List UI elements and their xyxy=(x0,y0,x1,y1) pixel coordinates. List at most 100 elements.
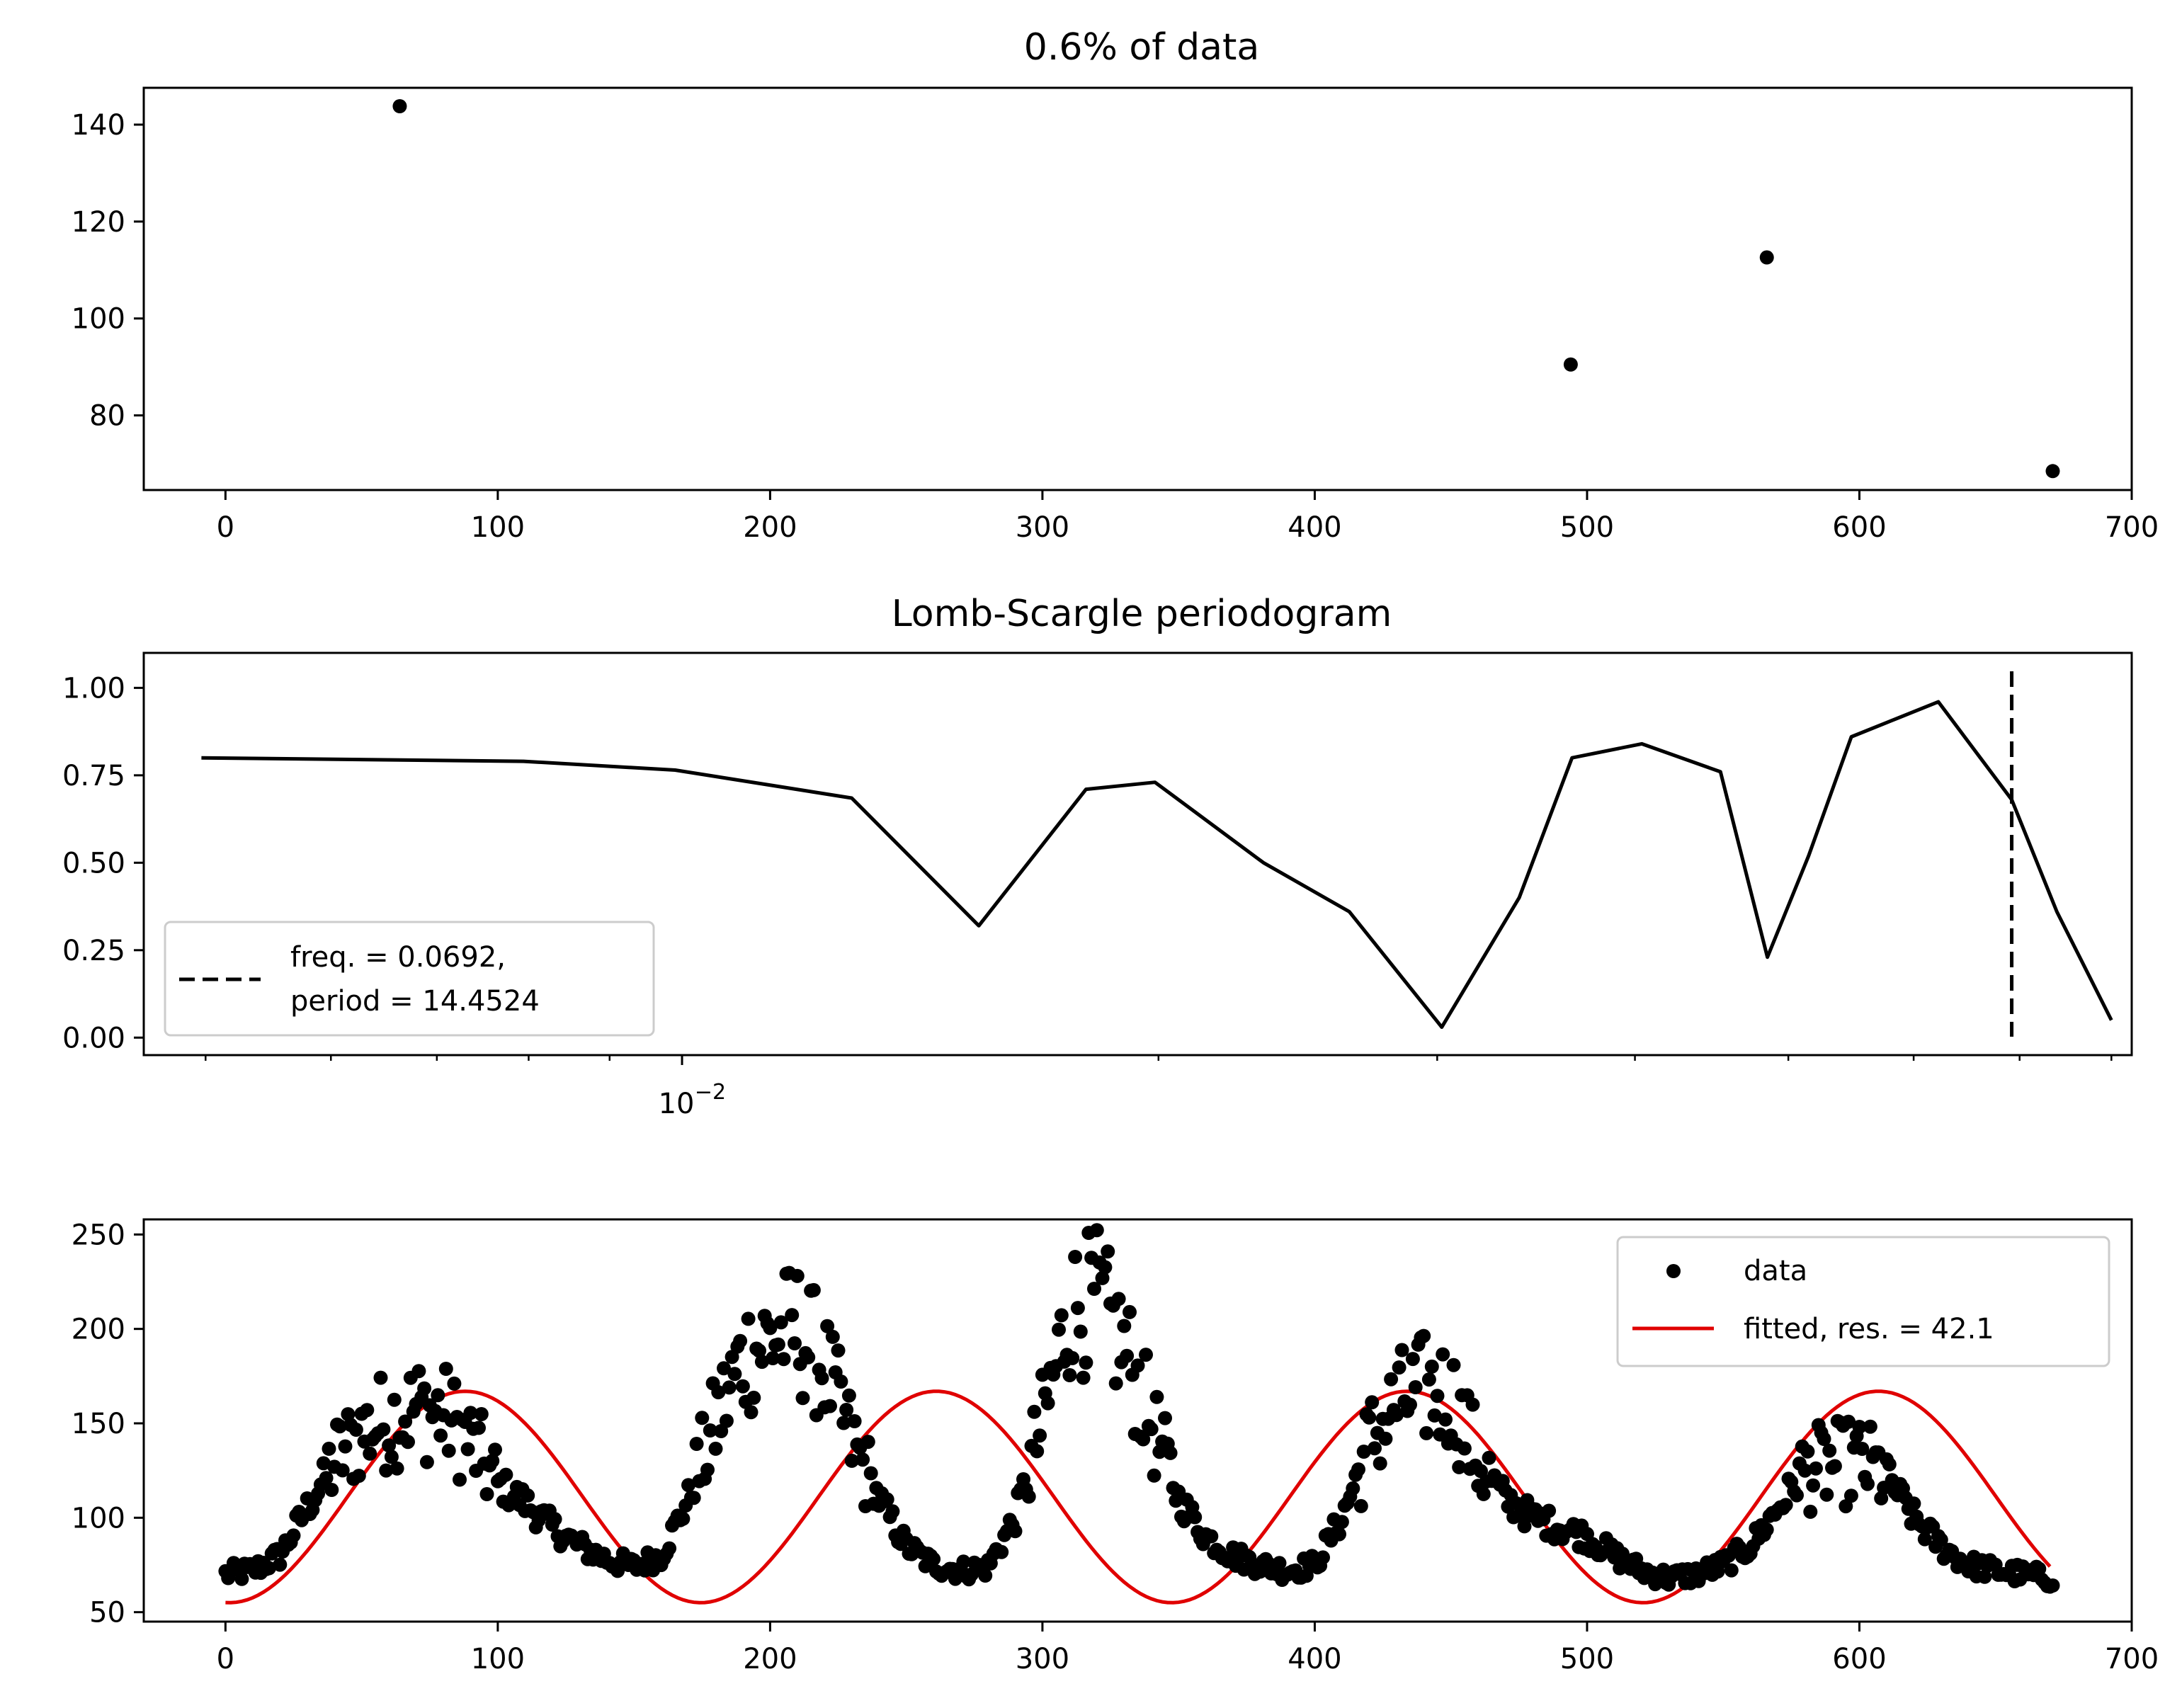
data-point xyxy=(1062,1368,1077,1382)
data-point xyxy=(472,1421,486,1435)
x-tick-label: 100 xyxy=(471,1643,525,1675)
x-tick-exponent: −2 xyxy=(695,1080,726,1105)
legend-period-text: period = 14.4524 xyxy=(290,985,540,1018)
x-tick-label: 600 xyxy=(1832,1643,1886,1675)
data-point xyxy=(1139,1348,1153,1362)
data-point xyxy=(1841,1414,1856,1429)
data-point xyxy=(1436,1347,1450,1362)
panel-periodogram: Lomb-Scargle periodogram 0.00 0.25 0.50 0.7… xyxy=(62,593,2133,1120)
data-point xyxy=(744,1405,758,1420)
y-tick-label: 100 xyxy=(72,1502,125,1535)
data-point xyxy=(1806,1478,1821,1493)
data-point xyxy=(763,1321,778,1336)
data-point xyxy=(1365,1395,1380,1410)
data-point xyxy=(662,1541,677,1556)
data-point xyxy=(460,1442,475,1457)
data-point xyxy=(316,1456,331,1471)
data-point xyxy=(384,1450,399,1464)
y-tick-label: 1.00 xyxy=(62,672,125,705)
data-point xyxy=(438,1362,453,1376)
data-point xyxy=(1030,1444,1045,1459)
data-point xyxy=(341,1407,356,1422)
data-point xyxy=(1052,1322,1066,1337)
panel3-ticks: 0 100 200 300 400 500 600 700 50 100 150 200 250 xyxy=(72,1219,2159,1675)
data-point xyxy=(1542,1503,1557,1518)
data-point xyxy=(1147,1468,1161,1483)
data-point xyxy=(431,1388,445,1403)
data-point xyxy=(1111,1292,1126,1306)
data-point xyxy=(1108,1376,1123,1391)
data-point xyxy=(844,1453,859,1468)
x-tick-label: 500 xyxy=(1560,511,1614,544)
data-point xyxy=(1188,1510,1203,1525)
data-point xyxy=(847,1414,862,1428)
y-tick-label: 0.75 xyxy=(62,760,125,792)
x-tick-label: 300 xyxy=(1016,511,1069,544)
data-point xyxy=(1424,1359,1439,1374)
data-point xyxy=(335,1463,350,1478)
data-point xyxy=(1822,1443,1837,1458)
data-point xyxy=(1724,1563,1739,1578)
data-point xyxy=(1089,1223,1104,1238)
y-tick-label: 50 xyxy=(89,1597,125,1629)
data-point xyxy=(261,1561,276,1576)
data-point xyxy=(711,1385,726,1400)
legend-box xyxy=(1616,1236,2110,1367)
data-point xyxy=(1438,1412,1453,1427)
data-point xyxy=(801,1350,816,1365)
data-point xyxy=(860,1435,875,1450)
data-point xyxy=(681,1478,695,1493)
x-tick-label: 600 xyxy=(1832,511,1886,544)
data-point xyxy=(1933,1532,1948,1547)
data-point xyxy=(1120,1348,1135,1363)
y-tick-label: 200 xyxy=(72,1314,125,1346)
data-point xyxy=(856,1452,870,1467)
panel2-ticks: 0.00 0.25 0.50 0.75 1.00 10 −2 xyxy=(62,672,2113,1120)
data-point xyxy=(1144,1422,1159,1437)
data-point xyxy=(1079,1355,1093,1370)
data-point xyxy=(1021,1489,1036,1504)
data-point xyxy=(771,1337,785,1352)
y-tick-label: 80 xyxy=(89,400,125,433)
data-point xyxy=(1790,1488,1804,1503)
data-point xyxy=(373,1370,388,1385)
data-point xyxy=(1158,1411,1172,1425)
data-point xyxy=(401,1435,415,1450)
data-point xyxy=(2045,464,2060,479)
data-point xyxy=(978,1568,993,1583)
data-point xyxy=(1204,1529,1219,1544)
data-point xyxy=(1101,1244,1115,1259)
data-point xyxy=(474,1407,489,1421)
y-tick-label: 140 xyxy=(72,109,125,142)
data-point xyxy=(273,1557,288,1572)
data-point xyxy=(1419,1425,1434,1440)
data-point xyxy=(1882,1457,1897,1471)
data-point xyxy=(1446,1357,1461,1372)
data-point xyxy=(1839,1499,1853,1514)
data-point xyxy=(1123,1304,1137,1319)
data-point xyxy=(1817,1432,1831,1446)
data-point xyxy=(717,1361,731,1376)
data-point xyxy=(820,1319,835,1333)
data-point xyxy=(1843,1488,1858,1503)
data-point xyxy=(735,1379,750,1394)
data-point xyxy=(547,1512,562,1527)
data-point xyxy=(1027,1404,1042,1419)
data-point xyxy=(1759,1522,1774,1537)
data-point xyxy=(841,1388,856,1403)
data-point xyxy=(676,1511,691,1526)
data-point xyxy=(1008,1524,1023,1539)
data-point xyxy=(521,1488,535,1503)
data-point xyxy=(825,1329,840,1344)
data-point xyxy=(1163,1445,1178,1460)
x-tick-label: 700 xyxy=(2105,511,2159,544)
data-point xyxy=(2045,1578,2060,1593)
panel-fit: 0 100 200 300 400 500 600 700 50 100 150 200 250 dat… xyxy=(72,1218,2159,1675)
data-point xyxy=(1136,1432,1151,1447)
data-point xyxy=(1465,1397,1480,1412)
data-point xyxy=(1065,1350,1080,1365)
data-point xyxy=(398,1414,413,1429)
panel-scatter-subset: 0.6% of data 0 100 200 300 400 500 600 700 80 100… xyxy=(72,26,2159,544)
data-point xyxy=(1356,1445,1371,1459)
